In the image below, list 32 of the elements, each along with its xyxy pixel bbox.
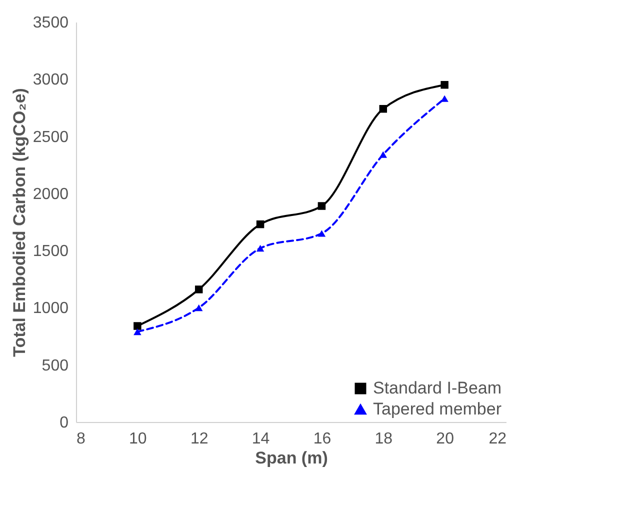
point xyxy=(318,230,326,237)
y-tick-label: 1500 xyxy=(32,243,69,260)
point xyxy=(379,151,388,158)
point xyxy=(134,328,142,336)
y-tick-label: 3000 xyxy=(32,72,69,89)
y-tick-label: 2000 xyxy=(32,186,69,203)
point xyxy=(256,244,264,252)
y-tick-label: 1000 xyxy=(32,300,69,318)
legend-label: Tapered member xyxy=(373,400,502,418)
legend-label: Standard I-Beam xyxy=(373,378,502,398)
x-tick-label: 16 xyxy=(313,430,332,448)
point xyxy=(134,322,142,330)
x-tick-label: 14 xyxy=(252,430,270,448)
x-tick-label: 10 xyxy=(129,430,147,448)
y-axis-title: Total Embodied Carbon (kgCO₂e) xyxy=(10,88,29,357)
point xyxy=(318,202,326,210)
y-tick-label: 0 xyxy=(60,414,69,432)
y-tick-label: 2500 xyxy=(32,128,69,146)
x-tick-label: 12 xyxy=(190,430,208,448)
x-tick-label: 8 xyxy=(76,430,86,448)
x-axis-title: Span (m) xyxy=(255,448,328,468)
y-tick-label: 3500 xyxy=(32,14,69,32)
point xyxy=(256,220,264,228)
y-tick-label: 500 xyxy=(42,357,69,374)
point xyxy=(440,95,448,102)
point xyxy=(194,286,203,294)
point xyxy=(440,80,448,89)
x-tick-label: 18 xyxy=(374,430,393,448)
x-tick-label: 22 xyxy=(488,430,507,448)
point xyxy=(194,304,203,312)
x-tick-label: 20 xyxy=(436,430,454,448)
point xyxy=(379,104,388,113)
